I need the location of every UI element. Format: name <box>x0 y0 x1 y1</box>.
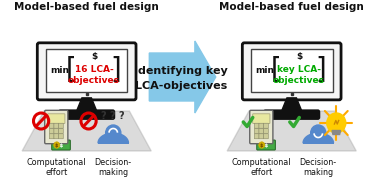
Circle shape <box>259 142 265 148</box>
FancyBboxPatch shape <box>54 134 59 139</box>
Polygon shape <box>98 133 129 143</box>
FancyBboxPatch shape <box>263 134 268 139</box>
Text: $: $ <box>260 143 263 148</box>
Polygon shape <box>281 98 302 112</box>
FancyBboxPatch shape <box>49 129 54 133</box>
Circle shape <box>105 125 121 141</box>
Text: $: $ <box>296 52 302 61</box>
FancyBboxPatch shape <box>54 123 59 128</box>
Text: [: [ <box>267 56 284 84</box>
FancyBboxPatch shape <box>259 129 264 133</box>
Polygon shape <box>22 111 151 151</box>
FancyBboxPatch shape <box>250 110 273 144</box>
Text: 16 LCA-
objectives: 16 LCA- objectives <box>68 65 120 85</box>
Circle shape <box>54 142 60 148</box>
Text: Model-based fuel design: Model-based fuel design <box>14 2 159 12</box>
Text: $: $ <box>264 143 268 148</box>
FancyBboxPatch shape <box>264 110 319 119</box>
Text: min: min <box>256 66 275 75</box>
Text: Computational
effort: Computational effort <box>26 158 86 177</box>
Text: Decision-
making: Decision- making <box>94 158 132 177</box>
Text: $: $ <box>55 143 59 148</box>
FancyBboxPatch shape <box>49 134 54 139</box>
FancyBboxPatch shape <box>254 134 259 139</box>
Polygon shape <box>76 98 97 112</box>
Text: ]: ] <box>108 56 125 84</box>
Circle shape <box>327 113 346 133</box>
Text: key LCA-
objectives: key LCA- objectives <box>273 65 325 85</box>
Polygon shape <box>227 111 356 151</box>
FancyBboxPatch shape <box>259 134 264 139</box>
FancyBboxPatch shape <box>254 129 259 133</box>
FancyBboxPatch shape <box>251 49 333 91</box>
Text: Computational
effort: Computational effort <box>232 158 291 177</box>
FancyBboxPatch shape <box>54 129 59 133</box>
Text: Model-based fuel design: Model-based fuel design <box>219 2 364 12</box>
Text: min: min <box>51 66 70 75</box>
FancyBboxPatch shape <box>49 123 54 128</box>
Text: Decision-
making: Decision- making <box>300 158 337 177</box>
FancyBboxPatch shape <box>253 114 270 123</box>
Text: [: [ <box>62 56 79 84</box>
Text: ? ? ?: ? ? ? <box>101 111 125 121</box>
FancyBboxPatch shape <box>46 49 127 91</box>
Text: ]: ] <box>313 56 330 84</box>
FancyBboxPatch shape <box>48 114 65 123</box>
Polygon shape <box>149 41 216 113</box>
FancyBboxPatch shape <box>59 134 63 139</box>
FancyBboxPatch shape <box>59 110 114 119</box>
FancyBboxPatch shape <box>263 129 268 133</box>
Polygon shape <box>303 133 333 143</box>
Polygon shape <box>332 130 341 135</box>
FancyBboxPatch shape <box>59 129 63 133</box>
Text: Identifying key: Identifying key <box>134 66 228 76</box>
FancyBboxPatch shape <box>263 123 268 128</box>
FancyBboxPatch shape <box>59 123 63 128</box>
FancyBboxPatch shape <box>37 43 136 100</box>
Circle shape <box>311 125 326 141</box>
Text: LCA-objectives: LCA-objectives <box>135 81 227 91</box>
FancyBboxPatch shape <box>259 123 264 128</box>
Text: $: $ <box>59 143 63 148</box>
FancyBboxPatch shape <box>52 140 70 150</box>
FancyBboxPatch shape <box>254 123 259 128</box>
FancyBboxPatch shape <box>242 43 341 100</box>
FancyBboxPatch shape <box>257 140 275 150</box>
FancyBboxPatch shape <box>45 110 68 144</box>
Text: $: $ <box>91 52 97 61</box>
